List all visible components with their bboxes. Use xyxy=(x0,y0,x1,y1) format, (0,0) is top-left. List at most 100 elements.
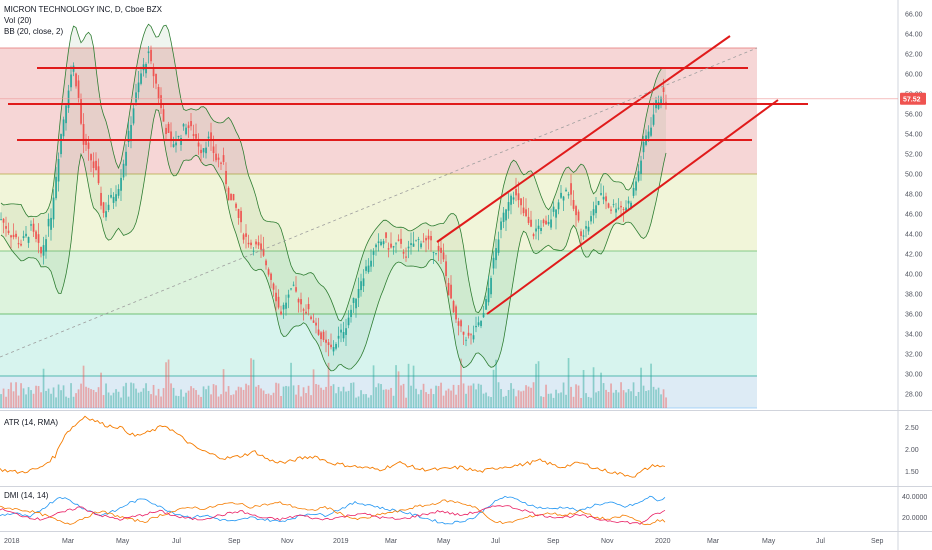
candle-body xyxy=(505,209,507,221)
candle-body xyxy=(400,238,402,244)
candle-body xyxy=(190,121,192,127)
volume-bar xyxy=(297,385,300,408)
candle-body xyxy=(477,322,480,326)
candle-body xyxy=(372,251,375,255)
candle-body xyxy=(325,339,327,343)
price-tick-label: 42.00 xyxy=(905,252,923,259)
candle-body xyxy=(250,242,252,246)
candle-body xyxy=(557,202,560,210)
volume-bar xyxy=(655,389,657,408)
volume-legend: Vol (20) xyxy=(4,16,32,25)
volume-bar xyxy=(142,388,145,408)
candle-body xyxy=(2,218,5,223)
volume-bar xyxy=(147,390,150,408)
volume-bar xyxy=(107,392,110,408)
volume-bar xyxy=(327,362,330,408)
price-tick-label: 66.00 xyxy=(905,12,923,19)
candle-body xyxy=(625,207,627,211)
volume-bar xyxy=(300,396,302,408)
volume-bar xyxy=(440,382,442,408)
candle-body xyxy=(212,146,215,154)
candle-body xyxy=(370,260,372,267)
candle-body xyxy=(480,320,482,327)
volume-bar xyxy=(640,367,642,408)
candle-body xyxy=(90,154,92,161)
candle-body xyxy=(65,105,67,124)
candle-body xyxy=(555,209,557,218)
volume-bar xyxy=(557,393,560,408)
volume-bar xyxy=(22,388,25,408)
volume-bar xyxy=(470,385,472,408)
price-tick-label: 40.00 xyxy=(905,272,923,279)
candle-body xyxy=(205,147,207,154)
volume-bar xyxy=(132,383,135,408)
candle-body xyxy=(517,193,520,201)
candle-body xyxy=(232,194,235,201)
volume-bar xyxy=(157,388,160,408)
volume-bar xyxy=(5,396,7,408)
candle-body xyxy=(592,209,595,216)
volume-bar xyxy=(175,395,177,408)
candle-body xyxy=(210,132,212,140)
candle-body xyxy=(77,80,80,98)
dmi-plus-line xyxy=(0,495,666,525)
candle-body xyxy=(255,241,257,245)
candle-body xyxy=(605,196,607,202)
volume-bar xyxy=(272,392,275,408)
candle-body xyxy=(472,335,475,340)
candle-body xyxy=(37,234,40,243)
volume-bar xyxy=(482,393,485,408)
volume-bar xyxy=(532,382,535,408)
volume-bar xyxy=(305,393,307,408)
volume-bar xyxy=(225,391,227,408)
candle-body xyxy=(265,260,267,266)
volume-bar xyxy=(217,396,220,408)
volume-bar xyxy=(222,369,225,408)
candle-body xyxy=(640,160,642,174)
volume-bar xyxy=(177,396,180,408)
candle-body xyxy=(647,131,650,139)
candle-body xyxy=(245,233,247,237)
volume-bar xyxy=(262,390,265,408)
volume-bar xyxy=(607,392,610,408)
volume-bar xyxy=(540,396,542,408)
volume-bar xyxy=(257,385,260,408)
volume-bar xyxy=(292,385,295,408)
candle-body xyxy=(340,329,342,333)
price-tick-label: 46.00 xyxy=(905,212,923,219)
volume-bar xyxy=(210,394,212,408)
candle-body xyxy=(410,243,412,245)
volume-bar xyxy=(315,384,317,408)
candle-body xyxy=(237,209,240,218)
candle-body xyxy=(30,224,32,226)
volume-bar xyxy=(422,383,425,408)
volume-bar xyxy=(405,397,407,408)
volume-bar xyxy=(435,385,437,408)
time-tick-label: Nov xyxy=(601,538,614,545)
volume-bar xyxy=(415,388,417,408)
volume-bar xyxy=(525,385,527,408)
candle-body xyxy=(162,109,165,122)
candle-body xyxy=(285,302,287,309)
candle-body xyxy=(310,316,312,320)
volume-bar xyxy=(635,396,637,408)
volume-bar xyxy=(390,387,392,408)
volume-bar xyxy=(370,395,372,408)
time-tick-label: Nov xyxy=(281,538,294,545)
volume-bar xyxy=(155,395,157,408)
volume-bar xyxy=(472,383,475,408)
volume-bar xyxy=(517,390,520,408)
volume-bar xyxy=(570,386,572,408)
candle-body xyxy=(70,74,72,88)
volume-bar xyxy=(600,372,602,408)
volume-bar xyxy=(360,390,362,408)
candle-body xyxy=(562,196,565,201)
volume-bar xyxy=(60,390,62,408)
volume-bar xyxy=(32,393,35,408)
candle-body xyxy=(582,235,585,237)
volume-bar xyxy=(12,391,15,408)
candle-body xyxy=(590,216,592,222)
volume-bar xyxy=(165,362,167,408)
volume-bar xyxy=(212,384,215,408)
